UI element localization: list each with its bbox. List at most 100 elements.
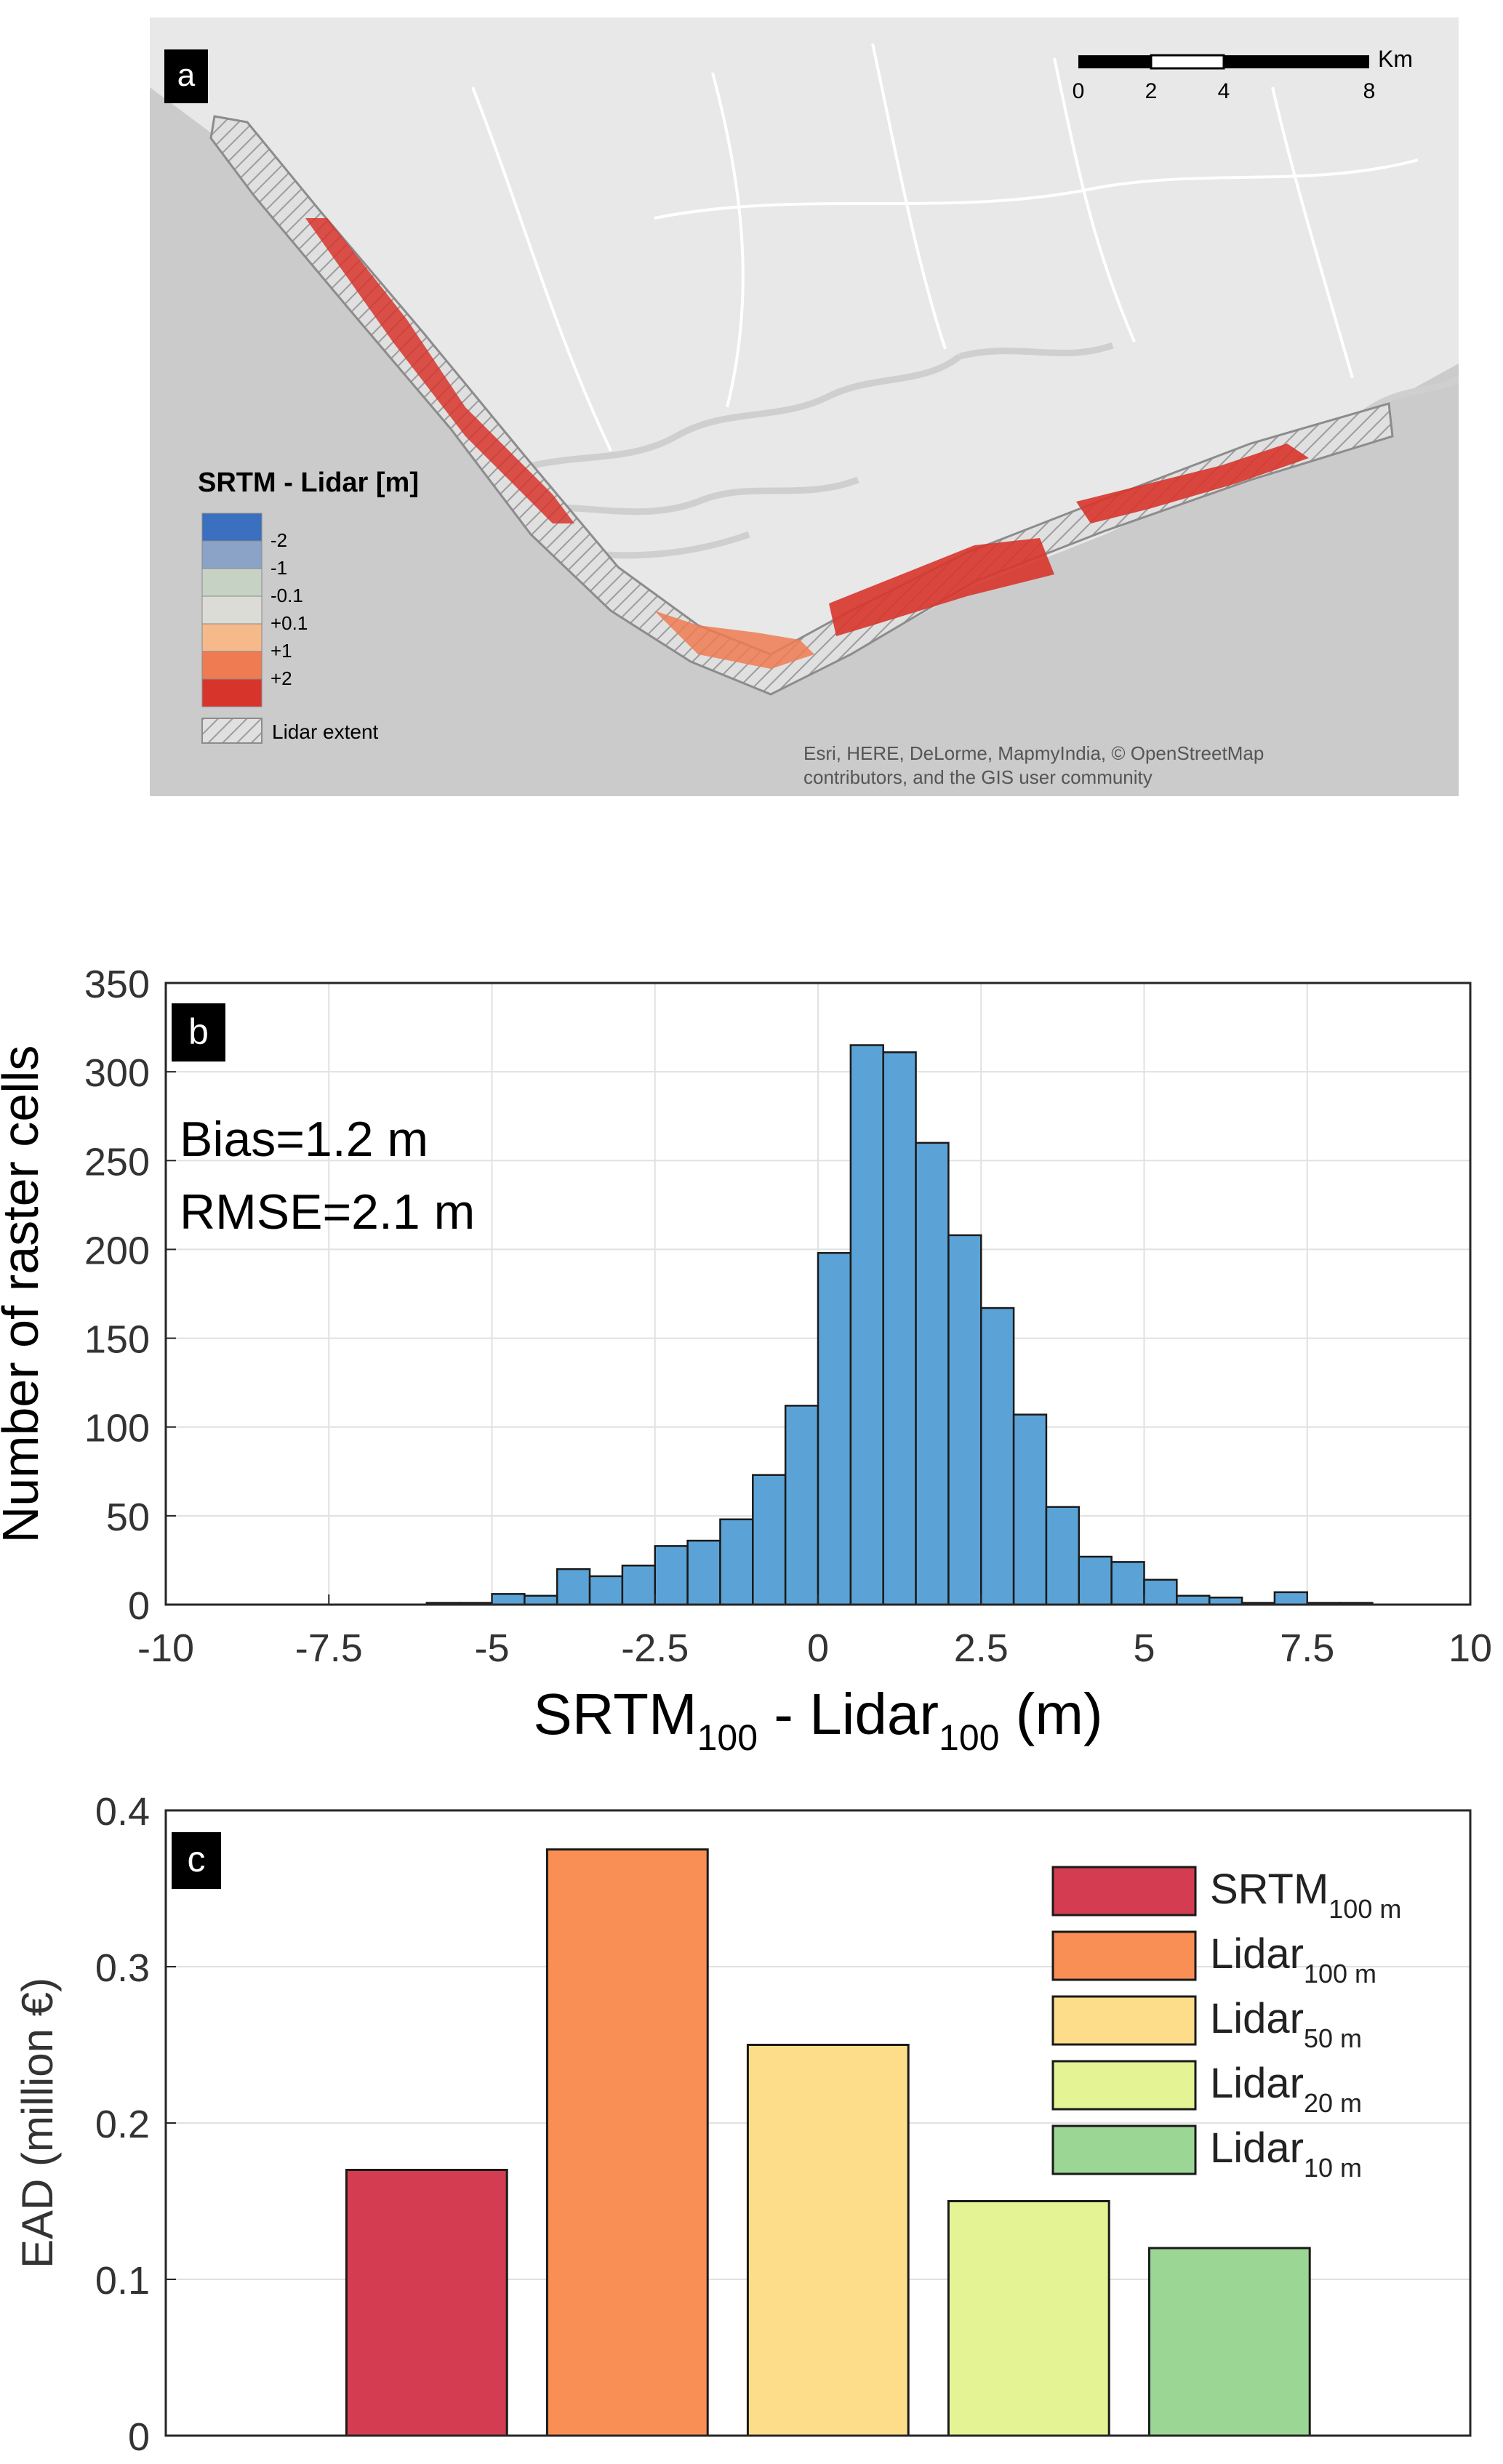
legend-swatch	[1051, 1866, 1197, 1917]
x-tick-label: -5	[474, 1626, 509, 1670]
y-tick-label: 0	[128, 1584, 150, 1628]
histogram-bar	[1078, 1555, 1113, 1606]
histogram-bar	[947, 1234, 982, 1606]
rmse-annotation: RMSE=2.1 m	[180, 1184, 475, 1240]
legend-entry-label: Lidar100 m	[1210, 1930, 1376, 1989]
x-tick-label: 2.5	[954, 1626, 1009, 1670]
legend-entry-label: Lidar20 m	[1210, 2060, 1362, 2118]
legend-entry-label: Lidar50 m	[1210, 1995, 1362, 2053]
histogram-bar	[588, 1575, 624, 1606]
xlabel-sub2: 100	[939, 1717, 999, 1758]
legend-swatch	[201, 678, 262, 707]
panel-a-map: a 0 2 4 8 Km SRTM - Lidar [m] -2 -1 -0.1 +0…	[150, 17, 1459, 796]
histogram-bar	[1176, 1594, 1211, 1606]
y-tick-label: 350	[84, 963, 150, 1006]
histogram-bar	[719, 1518, 754, 1606]
legend-entry-main: Lidar	[1210, 2060, 1304, 2107]
legend-entry-sub: 100 m	[1328, 1894, 1401, 1924]
ead-bar	[947, 2200, 1110, 2437]
y-tick-label: 300	[84, 1051, 150, 1095]
legend-entry-label: Lidar10 m	[1210, 2124, 1362, 2183]
legend-class-label: +1	[270, 640, 292, 662]
legend-class-label: +2	[270, 667, 292, 689]
legend-entry-sub: 10 m	[1304, 2153, 1362, 2183]
ead-bar	[746, 2044, 910, 2437]
legend-swatch	[1051, 1995, 1197, 2046]
histogram-bar	[1143, 1578, 1178, 1606]
panel-c-bar-chart: 00.10.20.30.4 c EAD (million €) SRTM100 …	[13, 1790, 1472, 2459]
legend-swatch	[201, 540, 262, 569]
legend-class-label: -1	[270, 557, 287, 579]
legend-swatch	[1051, 2060, 1197, 2111]
x-tick-label: -2.5	[621, 1626, 689, 1670]
map-legend: -2 -1 -0.1 +0.1 +1 +2	[201, 513, 308, 707]
panel-b-label-box	[172, 1003, 225, 1062]
panel-b-histogram: -10 -7.5 -5 -2.5 0 2.5 5 7.5 10 0 50 100 150 200 250 3…	[0, 963, 1492, 1758]
histogram-bar	[915, 1141, 950, 1606]
histogram-bar	[621, 1565, 657, 1606]
legend-entry-main: Lidar	[1210, 2124, 1304, 2172]
histogram-bar	[817, 1252, 852, 1606]
x-tick-label: 10	[1448, 1626, 1492, 1670]
y-tick-label: 0.2	[95, 2103, 150, 2146]
legend-entry-sub: 50 m	[1304, 2023, 1362, 2053]
histogram-bar	[1045, 1506, 1081, 1606]
panel-a-label: a	[177, 57, 196, 93]
x-tick-label: 7.5	[1280, 1626, 1334, 1670]
legend-swatch	[201, 568, 262, 597]
histogram-bar	[686, 1539, 721, 1606]
xlabel-tail: (m)	[999, 1682, 1102, 1746]
x-tick-label: 0	[807, 1626, 829, 1670]
map-land	[150, 17, 1459, 691]
histogram-bar	[654, 1545, 689, 1606]
histogram-bar	[784, 1405, 819, 1606]
map-attribution-line1: Esri, HERE, DeLorme, MapmyIndia, © OpenS…	[803, 742, 1264, 764]
x-tick-label: 5	[1133, 1626, 1155, 1670]
lidar-extent-label: Lidar extent	[272, 721, 379, 743]
legend-class-label: +0.1	[270, 612, 308, 634]
map-attribution-line2: contributors, and the GIS user community	[803, 766, 1153, 788]
histogram-bar	[1110, 1561, 1145, 1606]
y-tick-label: 250	[84, 1140, 150, 1184]
panel-a-label-box	[164, 49, 208, 103]
legend-swatch	[201, 513, 262, 542]
histogram-bars	[425, 1044, 1374, 1606]
panel-b-label: b	[188, 1011, 209, 1052]
legend-entry-main: Lidar	[1210, 1995, 1304, 2042]
xlabel-main: SRTM	[533, 1682, 697, 1746]
histogram-bar	[1273, 1591, 1309, 1606]
legend-entry-sub: 20 m	[1304, 2088, 1362, 2118]
legend-entry-main: SRTM	[1210, 1866, 1328, 1913]
y-tick-label: 150	[84, 1318, 150, 1362]
scale-tick: 4	[1218, 79, 1230, 103]
histogram-bar	[524, 1594, 558, 1606]
legend-entry-main: Lidar	[1210, 1930, 1304, 1978]
map-legend-title: SRTM - Lidar [m]	[198, 467, 419, 498]
map-roads	[471, 43, 1419, 452]
y-tick-label: 0	[128, 2415, 150, 2459]
histogram-bar	[980, 1307, 1015, 1606]
x-tick-label: -10	[137, 1626, 194, 1670]
histogram-bar	[849, 1044, 884, 1606]
ead-bars	[345, 1848, 1311, 2437]
x-tick-label: -7.5	[295, 1626, 363, 1670]
scale-tick: 2	[1145, 79, 1158, 103]
legend-swatch	[201, 651, 262, 680]
histogram-bar	[491, 1593, 526, 1606]
ead-bar	[545, 1848, 709, 2437]
y-tick-label: 200	[84, 1229, 150, 1272]
y-tick-label: 0.4	[95, 1790, 150, 1834]
panel-c-label: c	[188, 1839, 206, 1879]
xlabel-sub1: 100	[697, 1717, 758, 1758]
histogram-bar	[1012, 1413, 1048, 1606]
y-tick-label: 100	[84, 1407, 150, 1450]
legend-entry-label: SRTM100 m	[1210, 1866, 1401, 1924]
histogram-bar	[752, 1474, 787, 1606]
scale-tick: 0	[1073, 79, 1085, 103]
lidar-extent-swatch	[201, 718, 262, 744]
panel-c-label-box	[172, 1832, 221, 1889]
bias-annotation: Bias=1.2 m	[180, 1112, 428, 1167]
histogram-x-axis-label: SRTM100 - Lidar100 (m)	[533, 1682, 1102, 1758]
